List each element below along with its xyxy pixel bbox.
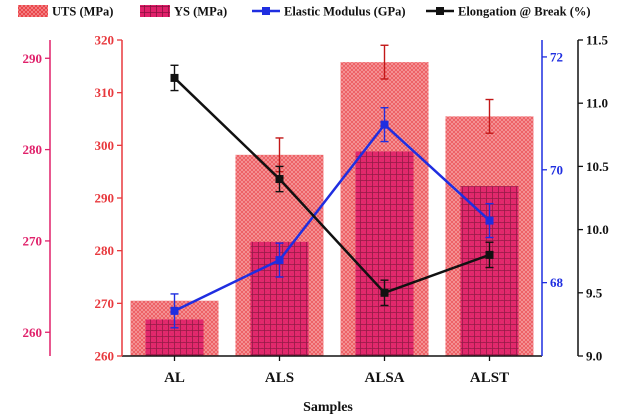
tick-label-em-68: 68 [550,275,564,290]
tick-label-ys-260: 260 [23,325,43,340]
point-em-als [275,256,284,265]
legend: UTS (MPa) YS (MPa) Elastic Modulus (GPa) El… [18,5,591,19]
tick-label-em-72: 72 [550,49,563,64]
tick-label-ys-290: 290 [23,51,43,66]
line-el [173,77,490,295]
x-tick-label-alsa: ALSA [364,370,404,386]
point-em-alst [485,216,494,225]
tick-label-el-10.0: 10.0 [586,222,609,237]
legend-label-el: Elongation @ Break (%) [458,5,591,19]
bars [130,44,534,357]
bar-ys-alsa [355,151,414,356]
point-el-al [170,73,179,82]
x-tick-label-als: ALS [265,370,294,386]
tick-label-uts-310: 310 [95,85,115,100]
point-em-al [170,306,179,315]
legend-label-em: Elastic Modulus (GPa) [284,5,406,19]
tick-label-el-11.5: 11.5 [586,33,609,48]
series-lines [170,64,494,329]
point-el-als [275,175,284,184]
legend-swatch-marker-em [262,7,270,15]
tick-label-uts-270: 270 [95,296,115,311]
tick-label-ys-280: 280 [23,142,43,157]
tick-label-uts-300: 300 [95,138,115,153]
line-em [173,122,491,312]
tick-label-uts-260: 260 [95,349,115,364]
tick-label-em-70: 70 [550,162,563,177]
legend-label-ys: YS (MPa) [174,5,227,19]
tick-label-el-10.5: 10.5 [586,159,609,174]
legend-label-uts: UTS (MPa) [52,5,113,19]
point-em-alsa [380,120,389,129]
tick-label-uts-280: 280 [95,243,115,258]
tick-label-el-11.0: 11.0 [586,96,608,111]
point-el-alsa [380,288,389,297]
tick-label-el-9.0: 9.0 [586,349,602,364]
tick-label-uts-320: 320 [95,33,115,48]
legend-swatch-uts [18,5,48,17]
legend-swatch-marker-el [436,7,444,15]
x-axis-title: Samples [303,400,353,415]
tick-label-uts-290: 290 [95,191,115,206]
axes: 260 270 280 290 260 270 280 290 300 310 320 68 70 72 9… [23,33,610,387]
point-el-alst [485,250,494,259]
x-tick-label-alst: ALST [470,370,509,386]
legend-swatch-ys [140,5,170,17]
x-tick-label-al: AL [164,370,185,386]
tick-label-ys-270: 270 [23,233,43,248]
tick-label-el-9.5: 9.5 [586,285,603,300]
